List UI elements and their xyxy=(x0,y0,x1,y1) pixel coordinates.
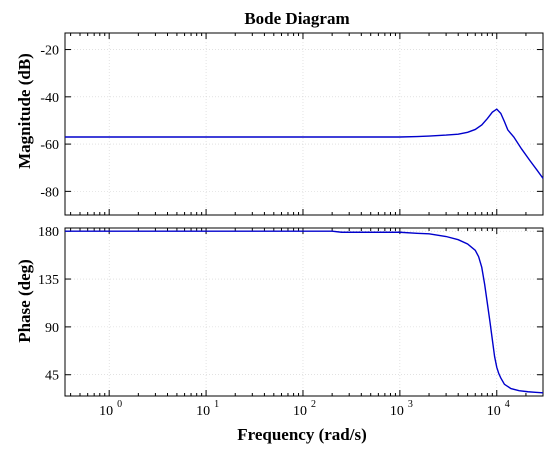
phase-y-tick-label: 90 xyxy=(45,321,59,336)
magnitude-y-tick-label: -80 xyxy=(40,185,59,200)
magnitude-y-tick-label: -60 xyxy=(40,138,59,153)
x-tick-label-exponent: 1 xyxy=(214,399,219,410)
x-tick-label-exponent: 4 xyxy=(505,399,510,410)
phase-panel: 10 0 10 1 10 2 10 3 10 4 180 135 90 45 xyxy=(38,225,544,419)
magnitude-panel: -20 -40 -60 -80 xyxy=(40,32,544,216)
magnitude-y-tick-label: -20 xyxy=(40,44,59,59)
magnitude-axis-label: Magnitude (dB) xyxy=(15,53,34,169)
chart-title: Bode Diagram xyxy=(244,9,349,28)
phase-y-tick-label: 135 xyxy=(38,273,59,288)
magnitude-plot-frame xyxy=(64,32,544,216)
x-tick-label-base: 10 xyxy=(390,404,404,419)
phase-plot-frame xyxy=(64,227,544,397)
phase-y-tick-label: 45 xyxy=(45,369,59,384)
x-tick-label-exponent: 3 xyxy=(408,399,413,410)
x-tick-label-exponent: 0 xyxy=(117,399,122,410)
x-tick-label-base: 10 xyxy=(99,404,113,419)
x-tick-label-base: 10 xyxy=(196,404,210,419)
magnitude-series-line xyxy=(65,108,544,179)
x-tick-label-base: 10 xyxy=(293,404,307,419)
phase-series-line xyxy=(65,230,544,394)
phase-axis-label: Phase (deg) xyxy=(15,259,34,343)
phase-y-tick-label: 180 xyxy=(38,225,59,240)
x-tick-label-base: 10 xyxy=(487,404,501,419)
x-axis-label: Frequency (rad/s) xyxy=(237,425,367,444)
x-tick-label-exponent: 2 xyxy=(311,399,316,410)
magnitude-y-tick-label: -40 xyxy=(40,91,59,106)
